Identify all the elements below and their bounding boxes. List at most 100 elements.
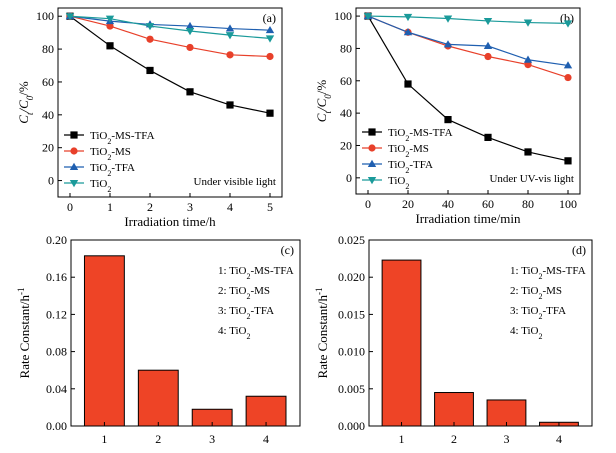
series-line	[69, 15, 271, 114]
data-point	[146, 35, 154, 43]
series-line	[69, 15, 271, 40]
legend-entry-text: TiO	[388, 175, 405, 187]
y-tick-label: 40	[42, 108, 54, 122]
x-tick-label: 3	[503, 432, 509, 446]
legend-entry: 3: TiO2-TFA	[218, 305, 274, 321]
data-point	[443, 40, 453, 48]
panel-c: (c) 0.00 0.04 0.08 0.12 0.16 0.20 1 2 3 4 Rate Cons…	[16, 233, 301, 446]
legend-entry-sub: 2	[405, 134, 409, 143]
x-axis-label: Irradiation time/min	[415, 211, 521, 226]
y-tick-label: 0	[346, 171, 352, 185]
y-axis-label-part: Rate Constant/h	[315, 295, 330, 379]
data-point	[185, 21, 195, 30]
legend-entry: 2: TiO2-MS	[218, 285, 270, 301]
legend-entry: TiO2	[388, 175, 409, 191]
y-axis-label-part: /C	[16, 100, 31, 114]
legend-swatch-marker	[70, 131, 78, 139]
y-tick-label: 0.005	[338, 382, 365, 396]
data-point	[265, 25, 275, 34]
legend-swatch-marker	[368, 128, 376, 136]
data-point	[266, 109, 274, 117]
panel-d: (d) 0.000 0.005 0.010 0.015 0.020 0.025 1 2 3 4 Rat…	[314, 233, 593, 446]
legend-entry-text: -TFA	[111, 162, 135, 174]
y-tick-label: 0.12	[46, 307, 67, 321]
y-axis-label-part: 0	[25, 95, 35, 100]
plot-frame	[57, 7, 283, 198]
legend-entry: TiO2-MS-TFA	[90, 130, 155, 146]
legend-entry-text: -MS	[111, 146, 131, 158]
data-point	[444, 116, 452, 124]
bar	[83, 255, 125, 427]
legend-entry: 3: TiO2-TFA	[510, 305, 566, 321]
x-tick-label: 0	[365, 197, 371, 211]
y-tick-label: 0.000	[338, 419, 365, 433]
series-line	[367, 15, 569, 162]
x-tick-label: 20	[402, 197, 414, 211]
bar	[245, 395, 287, 427]
data-point	[106, 42, 114, 50]
data-point	[225, 32, 235, 40]
legend-entry: 2: TiO2-MS	[510, 285, 562, 301]
y-axis-label-part: t	[25, 112, 35, 115]
panel-label: (d)	[572, 243, 586, 257]
y-axis-label-part: -1	[314, 288, 324, 296]
legend-entry: TiO2-TFA	[90, 162, 135, 178]
legend-entry: TiO2-MS	[388, 143, 429, 159]
legend-entry-text: -TFA	[250, 305, 274, 317]
x-tick-label: 60	[482, 197, 494, 211]
legend-entry-sub: 2	[107, 169, 111, 178]
legend-entry-text: TiO	[90, 130, 107, 142]
x-tick-label: 4	[263, 432, 269, 446]
y-axis-label-part: /%	[16, 81, 31, 96]
series-line	[367, 15, 569, 67]
data-point	[226, 101, 234, 109]
y-tick-label: 0.16	[46, 270, 67, 284]
series-line	[69, 15, 271, 31]
bar	[137, 369, 179, 427]
legend-swatch-marker	[367, 177, 377, 185]
plot-frame	[70, 239, 301, 427]
legend-entry-text: TiO	[388, 143, 405, 155]
plot-frame	[368, 239, 593, 427]
data-point	[226, 51, 234, 59]
legend-entry-sub: 2	[246, 312, 250, 321]
y-tick-label: 20	[42, 141, 54, 155]
y-tick-label: 100	[36, 9, 54, 23]
y-tick-label: 40	[340, 106, 352, 120]
series-line	[69, 15, 271, 58]
data-point	[225, 24, 235, 32]
data-point	[443, 15, 453, 23]
y-axis-label-part: Rate Constant/h	[17, 295, 32, 379]
data-point	[564, 73, 572, 82]
legend-entry-sub: 2	[405, 150, 409, 159]
x-tick-label: 3	[209, 432, 215, 446]
legend-entry-sub: 2	[538, 272, 542, 281]
legend-entry: TiO2-MS	[90, 146, 131, 162]
series-4	[363, 13, 573, 28]
data-point	[185, 28, 195, 36]
legend-entry-sub: 2	[246, 332, 250, 341]
x-tick-label: 4	[556, 432, 562, 446]
x-tick-label: 80	[522, 197, 534, 211]
y-axis-label-part: /%	[314, 80, 329, 95]
legend-swatch-marker	[70, 147, 78, 155]
legend-entry: TiO2-MS-TFA	[388, 127, 453, 143]
x-tick-label: 2	[155, 432, 161, 446]
legend-entry: 4: TiO2	[218, 325, 250, 341]
legend-entry-text: TiO	[388, 127, 405, 139]
y-tick-label: 0.025	[338, 233, 365, 247]
x-tick-label: 40	[442, 197, 454, 211]
data-point	[483, 41, 493, 50]
legend-entry-text: -MS	[250, 285, 270, 297]
legend-entry-text: 4: TiO	[510, 325, 538, 337]
y-tick-label: 0.015	[338, 307, 365, 321]
bar	[486, 399, 527, 427]
x-tick-label: 0	[67, 200, 73, 214]
data-point	[404, 80, 412, 88]
data-point	[484, 133, 492, 141]
data-point	[564, 157, 572, 165]
legend-entry-sub: 2	[405, 182, 409, 191]
data-point	[524, 61, 532, 69]
